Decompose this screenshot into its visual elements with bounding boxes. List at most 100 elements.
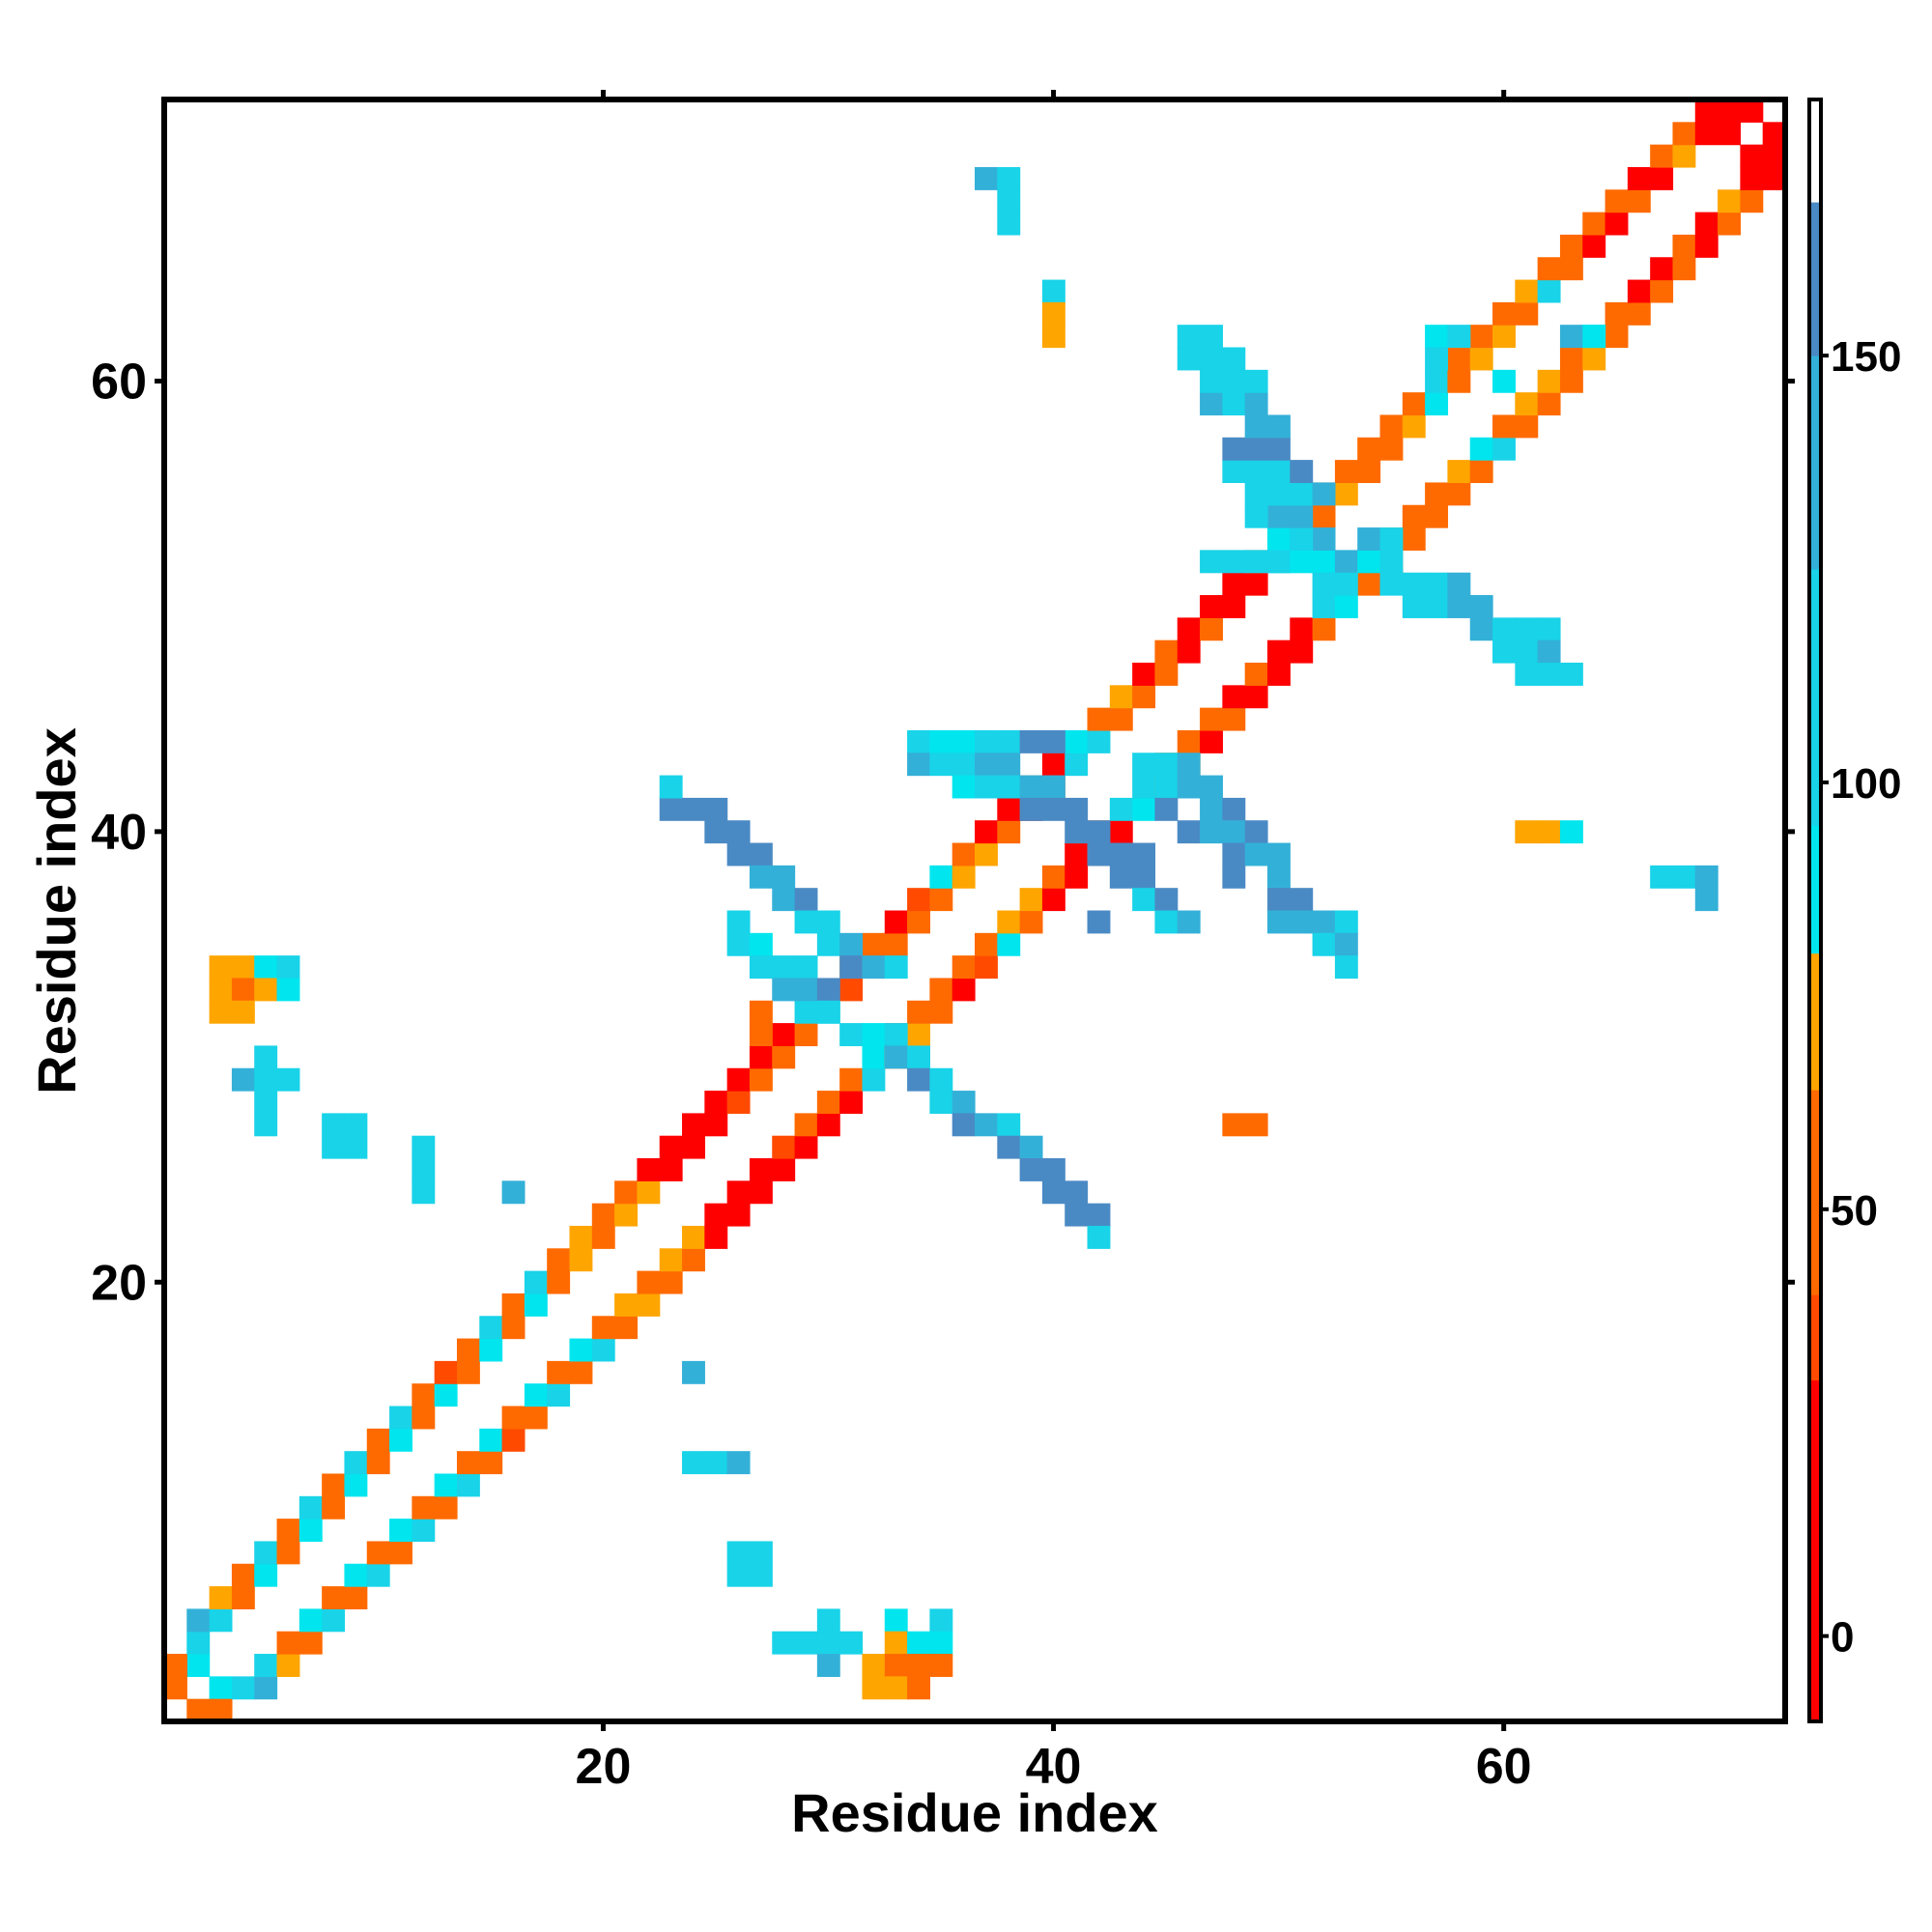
heatmap-cell xyxy=(726,820,751,844)
heatmap-cell xyxy=(839,955,864,980)
heatmap-cell xyxy=(1718,122,1741,146)
heatmap-cell xyxy=(1718,99,1741,123)
heatmap-cell xyxy=(254,1563,278,1587)
y-tick-label: 60 xyxy=(91,354,147,410)
heatmap-cell xyxy=(1266,504,1291,528)
heatmap-cell xyxy=(682,1451,705,1475)
heatmap-cell xyxy=(749,1045,773,1069)
heatmap-cell xyxy=(884,932,908,956)
heatmap-cell xyxy=(1650,279,1674,303)
heatmap-cell xyxy=(434,1495,458,1520)
heatmap-cell xyxy=(1334,595,1358,618)
heatmap-cell xyxy=(816,1631,840,1655)
heatmap-cell xyxy=(1447,325,1471,349)
heatmap-cell xyxy=(637,1293,661,1317)
heatmap-cell xyxy=(412,1158,436,1181)
heatmap-cell xyxy=(1559,347,1583,371)
heatmap-cell xyxy=(1087,1203,1111,1227)
heatmap-cell xyxy=(952,753,976,777)
heatmap-cell xyxy=(839,1091,864,1114)
heatmap-cell xyxy=(1177,753,1201,777)
heatmap-cell xyxy=(1559,234,1583,258)
heatmap-cell xyxy=(997,775,1021,799)
heatmap-cell xyxy=(434,1360,458,1384)
heatmap-cell xyxy=(1312,550,1336,574)
heatmap-cell xyxy=(1762,166,1786,190)
heatmap-cell xyxy=(1515,639,1539,664)
heatmap-cell xyxy=(1041,865,1065,889)
heatmap-cell xyxy=(1515,617,1539,641)
heatmap-cell xyxy=(1402,572,1426,596)
heatmap-cell xyxy=(569,1225,593,1249)
heatmap-cell xyxy=(839,978,864,1002)
heatmap-cell xyxy=(929,1631,953,1655)
heatmap-cell xyxy=(1605,189,1629,213)
heatmap-cell xyxy=(1200,617,1223,641)
heatmap-cell xyxy=(1469,437,1493,461)
heatmap-cell xyxy=(1469,460,1493,484)
heatmap-cell xyxy=(1357,437,1381,461)
heatmap-cells xyxy=(164,99,1786,1722)
heatmap-cell xyxy=(1740,166,1764,190)
heatmap-cell xyxy=(1200,392,1223,416)
y-tick-label: 40 xyxy=(91,805,147,861)
heatmap-cell xyxy=(1447,460,1471,484)
heatmap-cell xyxy=(524,1293,548,1317)
heatmap-cell xyxy=(772,865,796,889)
heatmap-cell xyxy=(1492,437,1516,461)
heatmap-cell xyxy=(1177,347,1201,371)
heatmap-cell xyxy=(1379,572,1404,596)
heatmap-cell xyxy=(1065,1180,1089,1205)
heatmap-cell xyxy=(1154,888,1179,912)
heatmap-cell xyxy=(907,1000,930,1024)
heatmap-cell xyxy=(816,1091,840,1114)
heatmap-cell xyxy=(547,1383,571,1407)
heatmap-cell xyxy=(164,1654,187,1677)
heatmap-cell xyxy=(1041,1180,1065,1205)
heatmap-cell xyxy=(1312,504,1336,528)
heatmap-cell xyxy=(997,729,1021,753)
heatmap-cell xyxy=(1515,279,1539,303)
heatmap-cell xyxy=(322,1586,346,1609)
heatmap-cell xyxy=(254,1654,278,1677)
heatmap-cell xyxy=(1087,1225,1111,1249)
heatmap-cell xyxy=(1334,550,1358,574)
heatmap-cell xyxy=(929,729,953,753)
heatmap-cell xyxy=(412,1519,436,1543)
heatmap-cell xyxy=(1357,550,1381,574)
heatmap-cell xyxy=(975,775,998,799)
x-tick-label: 20 xyxy=(576,1739,632,1795)
heatmap-cell xyxy=(344,1135,368,1159)
heatmap-cell xyxy=(816,1608,840,1633)
heatmap-cell xyxy=(929,865,953,889)
heatmap-cell xyxy=(1244,685,1268,709)
heatmap-cell xyxy=(276,1631,300,1655)
heatmap-cell xyxy=(1109,685,1133,709)
heatmap-cell xyxy=(682,1225,705,1249)
heatmap-cell xyxy=(1312,482,1336,506)
heatmap-cell xyxy=(1154,639,1179,664)
heatmap-cell xyxy=(749,842,773,867)
heatmap-cell xyxy=(772,1045,796,1069)
heatmap-cell xyxy=(1154,775,1179,799)
heatmap-cell xyxy=(1266,842,1291,867)
heatmap-cell xyxy=(1177,729,1201,753)
heatmap-cell xyxy=(1087,707,1111,731)
heatmap-cell xyxy=(1200,707,1223,731)
heatmap-cell xyxy=(726,1203,751,1227)
heatmap-cell xyxy=(997,797,1021,821)
heatmap-cell xyxy=(1379,527,1404,551)
heatmap-cell xyxy=(952,1113,976,1137)
heatmap-cell xyxy=(726,1563,751,1587)
heatmap-cell xyxy=(839,1067,864,1092)
heatmap-cell xyxy=(209,978,233,1002)
heatmap-cell xyxy=(997,932,1021,956)
heatmap-cell xyxy=(929,888,953,912)
heatmap-cell xyxy=(322,1495,346,1520)
heatmap-cell xyxy=(1200,369,1223,393)
heatmap-cell xyxy=(1425,325,1449,349)
heatmap-cell xyxy=(1357,527,1381,551)
heatmap-cell xyxy=(749,1541,773,1565)
heatmap-cell xyxy=(997,1135,1021,1159)
heatmap-cell xyxy=(929,1608,953,1633)
